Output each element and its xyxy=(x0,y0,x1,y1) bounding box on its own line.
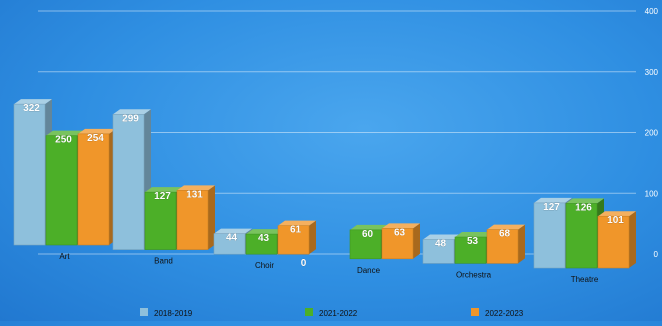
legend-swatch xyxy=(471,308,479,316)
bar-top xyxy=(534,197,572,203)
bar[interactable] xyxy=(565,203,598,269)
data-label: 299 xyxy=(122,113,139,124)
data-label: 127 xyxy=(543,202,560,213)
data-label: 322 xyxy=(23,103,40,114)
data-label: 126 xyxy=(575,202,592,213)
data-label: 44 xyxy=(226,233,238,244)
legend: 2018-2019 2021-2022 2022-2023 xyxy=(140,308,524,318)
legend-label: 2022-2023 xyxy=(485,309,524,318)
bar-top xyxy=(113,109,151,115)
bar-top xyxy=(487,224,525,230)
bar[interactable] xyxy=(597,215,630,269)
x-tick-label: Choir xyxy=(255,261,274,270)
y-tick-label: 200 xyxy=(645,129,659,138)
bar-top xyxy=(78,128,116,134)
bar[interactable] xyxy=(144,191,177,250)
x-tick-label: Theatre xyxy=(571,275,599,284)
data-label: 48 xyxy=(435,239,447,250)
bar[interactable] xyxy=(77,133,110,246)
bar[interactable] xyxy=(486,229,519,264)
bar-top xyxy=(423,234,461,240)
legend-swatch xyxy=(140,308,148,316)
data-label: 68 xyxy=(499,229,511,240)
bar[interactable] xyxy=(349,229,382,260)
data-label: 0 xyxy=(301,258,307,269)
y-tick-label: 100 xyxy=(645,189,659,198)
bar[interactable] xyxy=(112,114,145,250)
bar-top xyxy=(177,185,215,191)
data-label: 127 xyxy=(154,191,171,202)
data-label: 61 xyxy=(290,225,302,236)
legend-label: 2021-2022 xyxy=(319,309,358,318)
bar-top xyxy=(350,224,388,230)
data-label: 101 xyxy=(607,215,624,226)
y-tick-label: 0 xyxy=(654,250,659,259)
legend-label: 2018-2019 xyxy=(154,309,193,318)
bar-top xyxy=(455,232,493,238)
bar-side xyxy=(518,224,525,264)
bar-side xyxy=(629,211,636,268)
bar[interactable] xyxy=(245,233,278,255)
data-label: 60 xyxy=(362,229,374,240)
bar-side xyxy=(208,185,215,250)
data-label: 131 xyxy=(186,189,203,200)
bar-top xyxy=(278,220,316,226)
y-tick-label: 300 xyxy=(645,68,659,77)
bar[interactable] xyxy=(422,239,455,264)
data-label: 254 xyxy=(87,133,104,144)
bar[interactable] xyxy=(533,202,566,269)
bar[interactable] xyxy=(277,225,310,255)
legend-swatch xyxy=(305,308,313,316)
data-label: 53 xyxy=(467,236,479,247)
bar-side xyxy=(413,223,420,259)
bar[interactable] xyxy=(13,103,46,246)
data-label: 250 xyxy=(55,135,72,146)
x-tick-label: Art xyxy=(59,252,70,261)
bar-top xyxy=(566,198,604,204)
bar-top xyxy=(145,187,183,193)
bar[interactable] xyxy=(213,233,246,255)
y-tick-label: 400 xyxy=(645,7,659,16)
x-tick-label: Band xyxy=(154,257,173,266)
data-label: 63 xyxy=(394,227,406,238)
bar[interactable] xyxy=(454,236,487,264)
bar-top xyxy=(246,229,284,235)
bar-side xyxy=(309,220,316,255)
data-label: 43 xyxy=(258,233,270,244)
bar[interactable] xyxy=(381,228,414,260)
bar[interactable] xyxy=(45,135,78,246)
bar-top xyxy=(14,99,52,105)
bar-top xyxy=(214,228,252,234)
bar[interactable] xyxy=(176,190,209,250)
x-tick-label: Orchestra xyxy=(456,270,492,279)
bar-top xyxy=(46,130,84,136)
bar-top xyxy=(382,223,420,229)
bar-top xyxy=(598,211,636,217)
x-tick-label: Dance xyxy=(357,266,381,275)
